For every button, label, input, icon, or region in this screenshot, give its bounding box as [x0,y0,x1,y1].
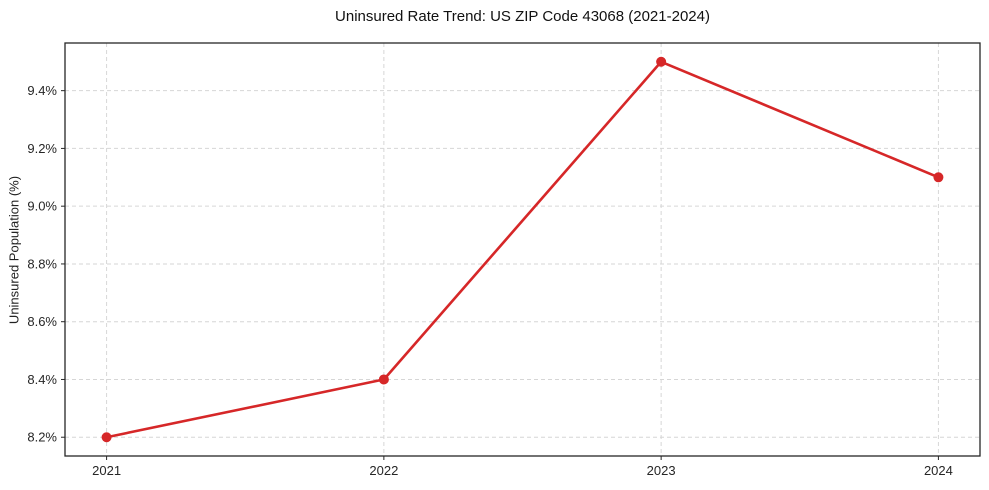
trend-line [105,60,940,439]
data-point-2022 [378,374,389,385]
y-tick-label: 9.4% [27,83,57,98]
data-point-2024 [933,172,944,183]
x-tick-label: 2021 [92,463,121,478]
y-tick-label: 8.4% [27,372,57,387]
data-point-2023 [656,56,667,67]
y-tick-label: 9.0% [27,199,57,214]
x-tick-label: 2023 [647,463,676,478]
y-tick-label: 8.8% [27,256,57,271]
y-tick-label: 8.2% [27,430,57,445]
y-tick-label: 9.2% [27,141,57,156]
y-tick-label: 8.6% [27,314,57,329]
plot-border [64,42,981,457]
x-tick-label: 2022 [369,463,398,478]
data-point-2021 [101,432,112,443]
chart-title: Uninsured Rate Trend: US ZIP Code 43068 … [335,8,710,25]
x-tick-label: 2024 [924,463,953,478]
